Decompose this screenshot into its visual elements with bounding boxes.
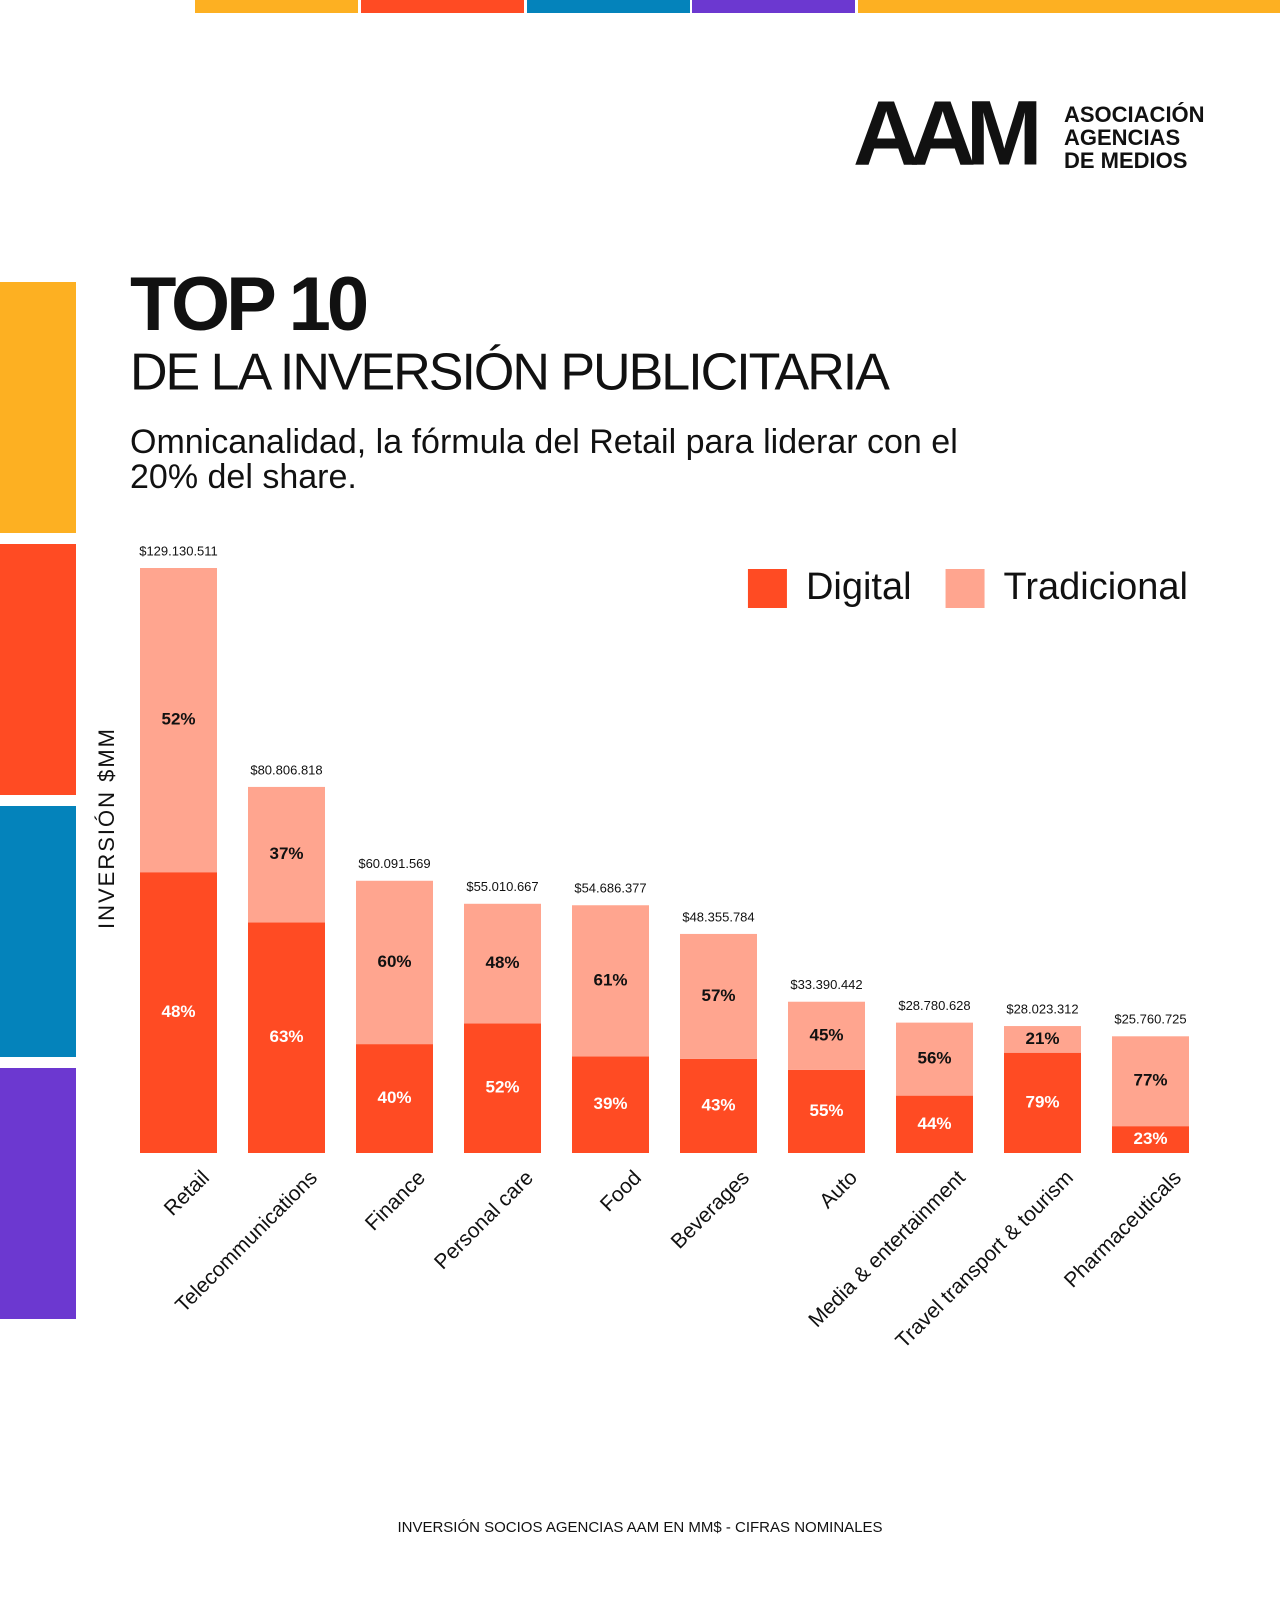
deco-strip — [195, 0, 358, 13]
bar-segment — [1112, 1036, 1189, 1127]
total-label: $55.010.667 — [466, 879, 538, 894]
deco-side — [0, 544, 76, 795]
segment-label: 55% — [809, 1101, 843, 1120]
segment-label: 39% — [593, 1094, 627, 1113]
x-tick-label: Auto — [815, 1166, 862, 1213]
segment-label: 79% — [1025, 1092, 1059, 1111]
total-label: $60.091.569 — [358, 856, 430, 871]
total-label: $80.806.818 — [250, 762, 322, 777]
segment-label: 44% — [917, 1114, 951, 1133]
bar-segment — [680, 933, 757, 1059]
segment-label: 61% — [593, 970, 627, 989]
bar-segment — [248, 922, 325, 1153]
deco-strip — [692, 0, 855, 13]
bar-segment — [248, 786, 325, 923]
total-label: $48.355.784 — [682, 909, 754, 924]
deco-strip — [361, 0, 524, 13]
chart-title: TOP 10 — [130, 262, 367, 347]
total-label: $28.023.312 — [1006, 1001, 1078, 1016]
bar-segment — [140, 872, 217, 1153]
x-tick-label: Retail — [160, 1166, 214, 1220]
bar-segment — [464, 1023, 541, 1153]
deco-strip — [527, 0, 690, 13]
x-tick-label: Pharmaceuticals — [1060, 1166, 1186, 1292]
bar-segment — [896, 1022, 973, 1096]
logo-mark: AAM — [853, 82, 1037, 184]
x-tick-label: Travel transport & tourism — [891, 1166, 1078, 1353]
total-label: $25.760.725 — [1114, 1012, 1186, 1027]
bar-segment — [788, 1001, 865, 1070]
segment-label: 60% — [377, 952, 411, 971]
deco-side — [0, 806, 76, 1057]
chart-subtitle: DE LA INVERSIÓN PUBLICITARIA — [130, 344, 890, 402]
segment-label: 48% — [485, 953, 519, 972]
segment-label: 43% — [701, 1095, 735, 1114]
legend-swatch — [945, 569, 985, 608]
logo-text: AGENCIAS — [1064, 125, 1180, 150]
segment-label: 37% — [269, 844, 303, 863]
segment-label: 48% — [161, 1002, 195, 1021]
segment-label: 23% — [1133, 1129, 1167, 1148]
legend-swatch — [747, 569, 787, 608]
logo-text: DE MEDIOS — [1064, 148, 1187, 173]
bar-segment — [1004, 1026, 1081, 1053]
logo-text: ASOCIACIÓN — [1064, 102, 1205, 127]
y-axis-label: INVERSIÓN $MM — [94, 727, 119, 929]
segment-label: 52% — [161, 710, 195, 729]
total-label: $28.780.628 — [898, 998, 970, 1013]
bar-segment — [1004, 1052, 1081, 1153]
legend-label: Digital — [806, 566, 912, 608]
deco-strip — [858, 0, 1280, 13]
deco-side — [0, 1068, 76, 1319]
legend-label: Tradicional — [1004, 566, 1188, 608]
deco-side — [0, 282, 76, 533]
x-tick-label: Personal care — [430, 1166, 538, 1274]
bar-segment — [1112, 1126, 1189, 1153]
bar-segment — [680, 1058, 757, 1153]
bar-segment — [356, 1044, 433, 1153]
total-label: $33.390.442 — [790, 977, 862, 992]
bar-segment — [896, 1095, 973, 1153]
chart-description: Omnicanalidad, la fórmula del Retail par… — [130, 425, 958, 496]
segment-label: 57% — [701, 986, 735, 1005]
segment-label: 45% — [809, 1025, 843, 1044]
bar-segment — [572, 905, 649, 1057]
x-tick-label: Finance — [361, 1166, 430, 1235]
description-box: Omnicanalidad, la fórmula del Retail par… — [130, 425, 958, 496]
segment-label: 40% — [377, 1088, 411, 1107]
bar-segment — [572, 1056, 649, 1153]
x-tick-label: Beverages — [667, 1166, 754, 1253]
bar-segment — [788, 1069, 865, 1153]
footnote: INVERSIÓN SOCIOS AGENCIAS AAM EN MM$ - C… — [397, 1519, 882, 1536]
segment-label: 21% — [1025, 1029, 1059, 1048]
bar-segment — [356, 880, 433, 1045]
total-label: $54.686.377 — [574, 881, 646, 896]
x-tick-label: Food — [596, 1166, 646, 1216]
total-label: $129.130.511 — [139, 543, 218, 558]
segment-label: 52% — [485, 1078, 519, 1097]
segment-label: 77% — [1133, 1071, 1167, 1090]
bar-segment — [140, 568, 217, 873]
bar-segment — [464, 903, 541, 1024]
segment-label: 63% — [269, 1027, 303, 1046]
segment-label: 56% — [917, 1049, 951, 1068]
